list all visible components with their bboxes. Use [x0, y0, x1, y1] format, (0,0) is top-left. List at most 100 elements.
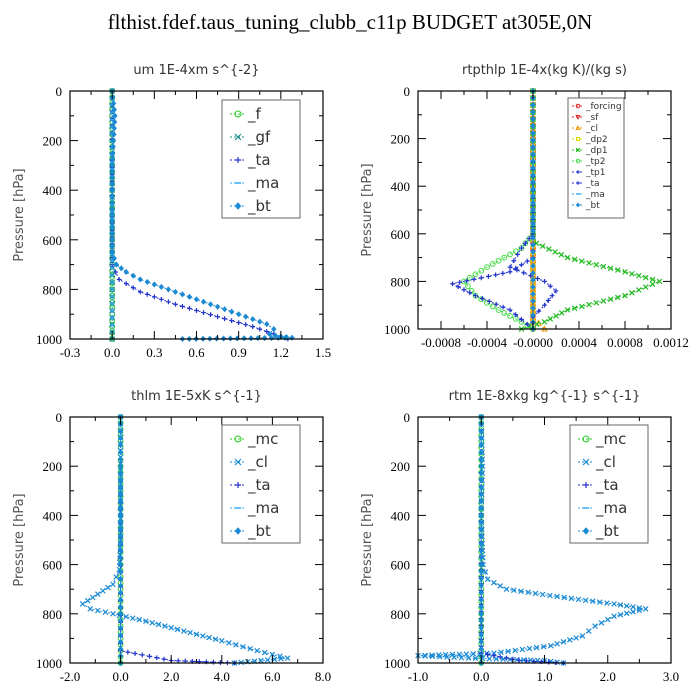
data-point: [530, 101, 536, 109]
data-point: [89, 594, 96, 601]
data-point: [473, 293, 478, 299]
x-tick-label: 0.0004: [561, 335, 597, 350]
legend-box: [569, 424, 649, 544]
data-point: [497, 583, 504, 589]
data-point: [289, 334, 295, 341]
data-point: [515, 252, 521, 257]
legend-label: _bt: [585, 201, 600, 211]
data-point: [478, 561, 484, 568]
data-point: [194, 308, 199, 313]
data-point: [117, 568, 124, 575]
data-point: [111, 125, 118, 132]
data-point: [110, 137, 117, 144]
data-point: [165, 299, 171, 305]
y-tick-label: 600: [43, 558, 63, 573]
data-point: [530, 220, 536, 228]
legend-marker: [576, 181, 580, 185]
data-point: [110, 610, 116, 617]
data-point: [193, 296, 200, 303]
data-point: [109, 162, 115, 169]
panel-3: thlm 1E-5xK s^{-1} Pressure [hPa] -2.0 0.0 2…: [12, 389, 331, 684]
legend-label: _cl: [595, 453, 616, 472]
legend-label: _ma: [585, 190, 605, 200]
data-point: [212, 636, 219, 643]
data-point: [117, 582, 124, 589]
legend-label: _ta: [247, 151, 271, 170]
data-point: [117, 519, 124, 526]
y-tick-label: 800: [391, 607, 411, 622]
series-bt: [117, 413, 124, 667]
data-point: [116, 277, 122, 282]
y-tick-label: 400: [43, 508, 63, 523]
data-point: [257, 326, 263, 332]
legend-label: _mc: [247, 430, 278, 449]
data-point: [109, 236, 115, 243]
data-point: [117, 509, 124, 515]
legend-marker: [575, 158, 581, 164]
data-point: [507, 251, 513, 258]
series-ta: [118, 414, 237, 666]
x-tick-label: 0.0008: [607, 335, 643, 350]
data-point: [478, 645, 484, 653]
legend-marker: [235, 157, 241, 163]
legend-label: _ta: [247, 476, 271, 495]
data-point: [200, 633, 206, 639]
data-point: [117, 617, 124, 625]
data-point: [532, 590, 539, 597]
x-tick-label: 0.0: [104, 345, 120, 360]
legend-marker: [234, 458, 242, 466]
data-point: [478, 463, 484, 470]
data-point: [210, 659, 216, 665]
data-point: [530, 129, 536, 137]
data-point: [113, 574, 119, 580]
data-point: [554, 593, 560, 600]
data-point: [642, 284, 649, 290]
data-point: [511, 258, 517, 264]
data-point: [593, 299, 600, 306]
series-cl: [415, 414, 649, 666]
data-point: [507, 307, 513, 313]
series-tp2: [461, 88, 536, 332]
data-point: [636, 607, 643, 614]
data-point: [221, 306, 228, 313]
data-point: [617, 611, 624, 618]
data-point: [642, 606, 649, 612]
data-point: [137, 289, 143, 295]
data-point: [117, 505, 124, 512]
data-point: [240, 643, 246, 650]
y-tick-label: 1000: [36, 332, 62, 347]
data-point: [607, 296, 614, 303]
data-point: [117, 589, 124, 596]
data-point: [478, 638, 484, 646]
data-point: [541, 319, 548, 325]
data-point: [458, 654, 465, 661]
data-point: [530, 269, 536, 277]
data-point: [261, 334, 268, 342]
data-point: [113, 269, 119, 275]
data-point: [471, 276, 477, 282]
data-point: [539, 591, 546, 598]
data-point: [109, 168, 115, 175]
data-point: [154, 655, 160, 661]
data-point: [478, 441, 484, 449]
data-point: [611, 601, 617, 607]
data-point: [478, 631, 484, 639]
data-point: [478, 491, 484, 498]
data-point: [111, 106, 118, 113]
data-point: [87, 606, 94, 612]
data-point: [558, 251, 565, 258]
data-point: [579, 258, 585, 264]
data-point: [117, 484, 124, 491]
legend-marker: [234, 110, 242, 118]
series-bt: [530, 87, 536, 333]
data-point: [504, 655, 509, 661]
x-tick-label: -0.0000: [513, 335, 553, 350]
data-point: [478, 448, 484, 456]
legend-label: _ma: [247, 499, 279, 518]
data-point: [478, 484, 484, 491]
y-tick-label: 400: [43, 183, 63, 198]
y-tick-label: 400: [391, 508, 411, 523]
data-point: [117, 470, 124, 477]
legend-marker: [582, 435, 590, 443]
